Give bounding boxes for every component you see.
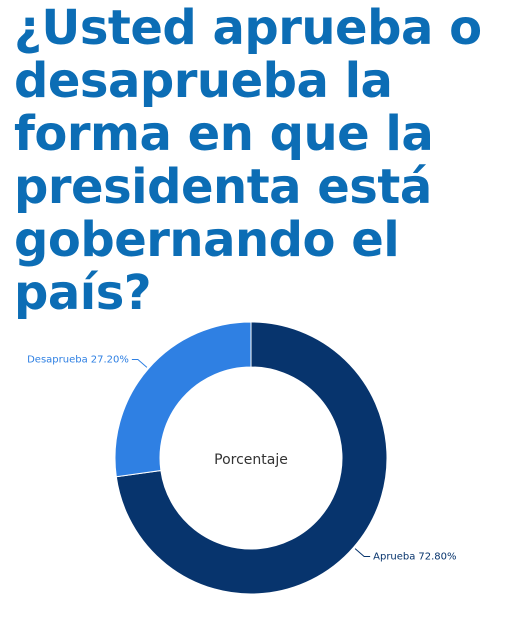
value-label: 72.80% bbox=[418, 551, 456, 562]
category-name: Aprueba bbox=[373, 551, 415, 562]
chart-title: ¿Usted aprueba o desaprueba la forma en … bbox=[14, 0, 482, 321]
center-label: Porcentaje bbox=[214, 452, 288, 468]
value-label: 27.20% bbox=[91, 355, 129, 366]
data-label: Desaprueba 27.20% bbox=[27, 355, 129, 366]
leader-line bbox=[354, 548, 371, 557]
leader-line bbox=[131, 359, 148, 368]
data-label: Aprueba 72.80% bbox=[373, 551, 456, 562]
donut-slice bbox=[115, 321, 388, 595]
category-name: Desaprueba bbox=[27, 355, 88, 366]
donut-slice bbox=[114, 321, 252, 478]
